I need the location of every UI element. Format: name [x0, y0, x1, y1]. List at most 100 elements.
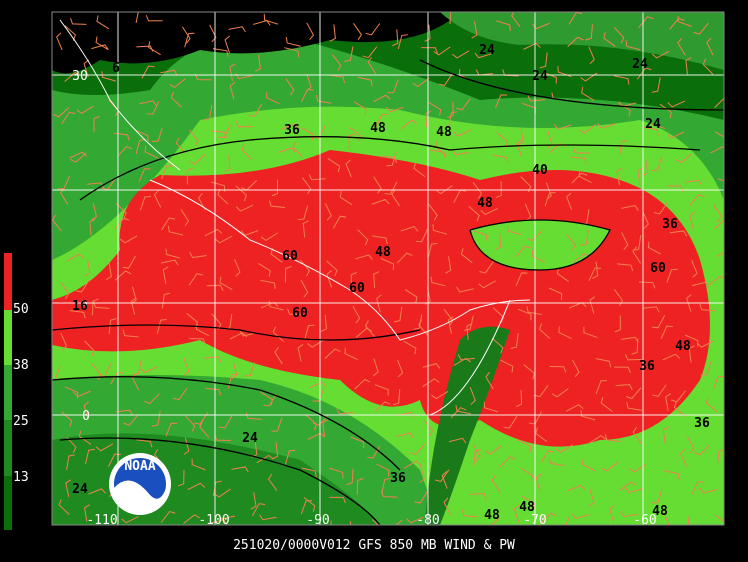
wind-barb: [647, 241, 661, 255]
contour-label: 48: [370, 121, 386, 136]
wind-barb: [496, 20, 511, 32]
wind-barb: [240, 230, 259, 236]
wind-barb: [621, 204, 639, 211]
wind-barb: [583, 326, 598, 338]
wind-barb: [376, 294, 382, 313]
wind-barb: [161, 259, 179, 266]
wind-barb: [175, 137, 187, 154]
wind-barb: [108, 453, 121, 467]
wind-barb: [271, 417, 283, 432]
wind-barb: [75, 279, 90, 293]
wind-barb: [445, 256, 452, 274]
wind-barb: [101, 71, 117, 82]
wind-barb: [320, 314, 327, 332]
wind-barb: [199, 421, 210, 438]
wind-barb: [638, 16, 654, 28]
contour-label: 36: [390, 471, 406, 486]
wind-barb: [684, 179, 703, 186]
wind-barb: [510, 333, 519, 350]
wind-barb: [231, 361, 238, 380]
wind-barb: [96, 15, 110, 30]
longitude-label: -80: [416, 513, 439, 528]
wind-barb: [151, 411, 161, 427]
wind-barb: [235, 204, 254, 212]
wind-barb: [256, 454, 274, 464]
wind-barb: [184, 32, 195, 48]
wind-barb: [619, 481, 637, 491]
wind-barb: [285, 78, 295, 96]
wind-barb: [189, 129, 199, 147]
wind-barb: [604, 433, 621, 442]
wind-barb: [292, 141, 303, 158]
wind-barb: [455, 405, 471, 415]
wind-barb: [108, 318, 117, 335]
wind-barb: [499, 456, 516, 468]
wind-barb: [214, 235, 233, 244]
wind-barb: [665, 393, 672, 411]
wind-barb: [548, 287, 563, 300]
contour-label: 60: [349, 281, 365, 296]
wind-barb: [643, 126, 659, 136]
wind-barb: [373, 94, 391, 103]
wind-barb: [241, 144, 253, 161]
wind-barb: [651, 77, 661, 93]
wind-barb: [152, 127, 163, 142]
wind-barb: [56, 32, 63, 51]
wind-barb: [188, 273, 203, 286]
wind-barb: [284, 47, 300, 57]
wind-barb: [281, 123, 299, 130]
wind-barb: [284, 449, 296, 465]
wind-barb: [355, 254, 373, 260]
wind-barb: [566, 192, 573, 211]
wind-barb: [272, 326, 285, 343]
contour-label: 60: [282, 249, 298, 264]
wind-barb: [301, 467, 317, 478]
wind-barb: [580, 230, 589, 246]
wind-barb: [618, 102, 631, 117]
wind-barb: [160, 69, 178, 76]
wind-barb: [354, 378, 371, 390]
wind-barb: [524, 203, 532, 222]
wind-barb: [144, 393, 160, 405]
wind-barb: [297, 205, 309, 221]
wind-barb: [344, 46, 354, 62]
wind-barb: [453, 357, 471, 366]
wind-barb: [412, 77, 430, 88]
contour-label: 48: [436, 125, 452, 140]
wind-barb: [600, 397, 613, 412]
wind-barb: [531, 250, 545, 263]
wind-barb: [515, 245, 532, 257]
wind-barb: [710, 145, 724, 154]
wind-barb: [495, 181, 502, 199]
wind-barb: [146, 101, 160, 115]
wind-barb: [263, 13, 279, 25]
wind-barb: [205, 387, 222, 396]
wind-barb: [145, 15, 163, 22]
wind-barb: [83, 59, 90, 78]
wind-barb: [636, 67, 652, 80]
wind-barb: [572, 146, 590, 154]
wind-barb: [614, 289, 624, 307]
wind-barb: [135, 139, 146, 154]
wind-barb: [271, 179, 278, 197]
wind-barb: [336, 408, 354, 415]
wind-barb: [705, 397, 718, 413]
wind-barb: [632, 246, 642, 264]
wind-barb: [170, 91, 182, 108]
wind-barb: [357, 229, 369, 246]
wind-barb: [638, 281, 656, 289]
wind-barb: [409, 443, 426, 456]
wind-barb: [589, 296, 596, 314]
wind-barb: [571, 513, 590, 520]
coastlines: [59, 19, 531, 416]
wind-barb: [268, 200, 286, 209]
wind-barb: [578, 170, 592, 184]
wind-barb: [539, 52, 548, 69]
longitude-label: -60: [633, 513, 656, 528]
wind-barb: [395, 519, 403, 525]
wind-barb: [580, 72, 598, 82]
wind-barb: [551, 388, 569, 398]
wind-barb: [717, 251, 724, 257]
wind-barbs: [52, 12, 724, 525]
wind-barb: [374, 384, 389, 396]
